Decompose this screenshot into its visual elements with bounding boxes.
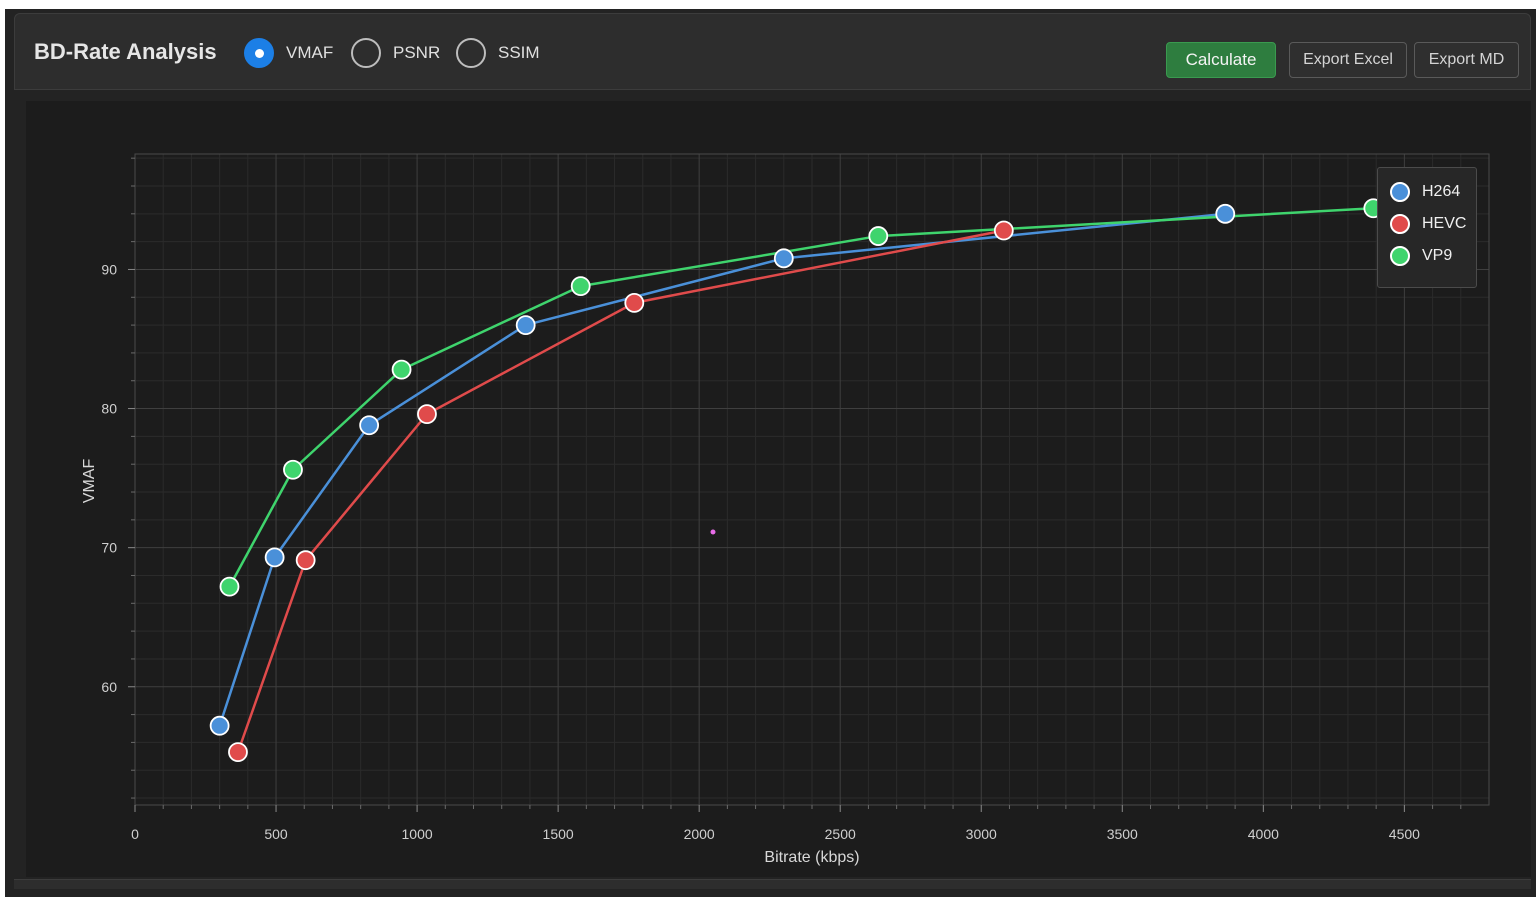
x-tick-label: 1000 xyxy=(402,826,433,842)
data-point-h264 xyxy=(1215,203,1236,224)
legend-label-vp9: VP9 xyxy=(1422,247,1453,264)
y-tick-label: 90 xyxy=(101,261,117,277)
y-tick-label: 70 xyxy=(101,540,117,556)
data-point-hevc xyxy=(417,404,437,425)
data-point-vp9 xyxy=(570,276,591,297)
radio-label-vmaf: VMAF xyxy=(286,43,334,62)
x-axis-label: Bitrate (kbps) xyxy=(764,849,859,866)
export-md-button[interactable]: Export MD xyxy=(1414,42,1519,78)
legend-item-vp9[interactable]: VP9 xyxy=(1390,244,1452,268)
minor-grid xyxy=(135,154,1489,805)
status-strip xyxy=(14,879,1531,889)
export-excel-button[interactable]: Export Excel xyxy=(1289,42,1407,78)
x-tick-label: 3500 xyxy=(1107,826,1138,842)
radio-ssim[interactable]: SSIM xyxy=(456,36,540,70)
axis-ticks: 0 500 1000 1500 2000 2500 3000 3500 4000 4500 60 70… xyxy=(101,157,1462,842)
radio-vmaf[interactable]: VMAF xyxy=(244,36,333,70)
legend-swatch-hevc xyxy=(1390,214,1410,234)
data-point-vp9 xyxy=(391,359,412,380)
series-line-vp9 xyxy=(228,207,1374,588)
x-tick-label: 4000 xyxy=(1248,826,1279,842)
x-tick-label: 500 xyxy=(264,826,288,842)
chart-panel xyxy=(26,101,1531,877)
series-line-h264 xyxy=(218,212,1226,727)
legend-item-hevc[interactable]: HEVC xyxy=(1390,212,1466,236)
data-point-vp9 xyxy=(868,226,889,246)
x-tick-label: 0 xyxy=(131,826,139,842)
radio-label-ssim: SSIM xyxy=(498,43,540,62)
legend-swatch-h264 xyxy=(1390,182,1410,202)
major-grid xyxy=(134,154,1489,805)
radio-label-psnr: PSNR xyxy=(393,43,441,62)
data-point-h264 xyxy=(773,248,794,269)
data-point-h264 xyxy=(359,415,380,436)
x-tick-label: 2000 xyxy=(684,826,715,842)
data-point-hevc xyxy=(295,550,316,571)
x-tick-label: 2500 xyxy=(825,826,856,842)
series-layer xyxy=(209,198,1384,763)
cursor-marker xyxy=(710,529,716,535)
chart-legend: H264 HEVC VP9 xyxy=(1377,167,1477,288)
data-point-h264 xyxy=(264,547,285,568)
radio-psnr[interactable]: PSNR xyxy=(351,36,440,70)
x-tick-label: 4500 xyxy=(1389,826,1420,842)
data-point-vp9 xyxy=(283,459,303,480)
page-title: BD-Rate Analysis xyxy=(34,39,217,64)
y-axis-label: VMAF xyxy=(81,459,98,504)
x-tick-label: 1500 xyxy=(543,826,574,842)
data-point-h264 xyxy=(209,715,230,736)
y-tick-label: 60 xyxy=(101,679,117,695)
toolbar: BD-Rate Analysis VMAF PSNR SSIM xyxy=(14,13,1531,90)
legend-item-h264[interactable]: H264 xyxy=(1390,180,1460,204)
y-tick-label: 80 xyxy=(101,401,117,417)
x-tick-label: 3000 xyxy=(966,826,997,842)
data-point-hevc xyxy=(993,220,1014,241)
data-point-hevc xyxy=(624,292,645,313)
legend-label-h264: H264 xyxy=(1422,183,1461,200)
series-line-hevc xyxy=(236,229,1005,753)
radio-checked-icon xyxy=(244,38,274,68)
radio-unchecked-icon xyxy=(456,38,486,68)
data-point-hevc xyxy=(228,742,248,763)
radio-unchecked-icon xyxy=(351,38,381,68)
calculate-button[interactable]: Calculate xyxy=(1166,42,1276,78)
legend-label-hevc: HEVC xyxy=(1422,215,1467,232)
data-point-vp9 xyxy=(219,576,240,597)
legend-swatch-vp9 xyxy=(1390,246,1410,266)
data-point-h264 xyxy=(515,315,536,335)
